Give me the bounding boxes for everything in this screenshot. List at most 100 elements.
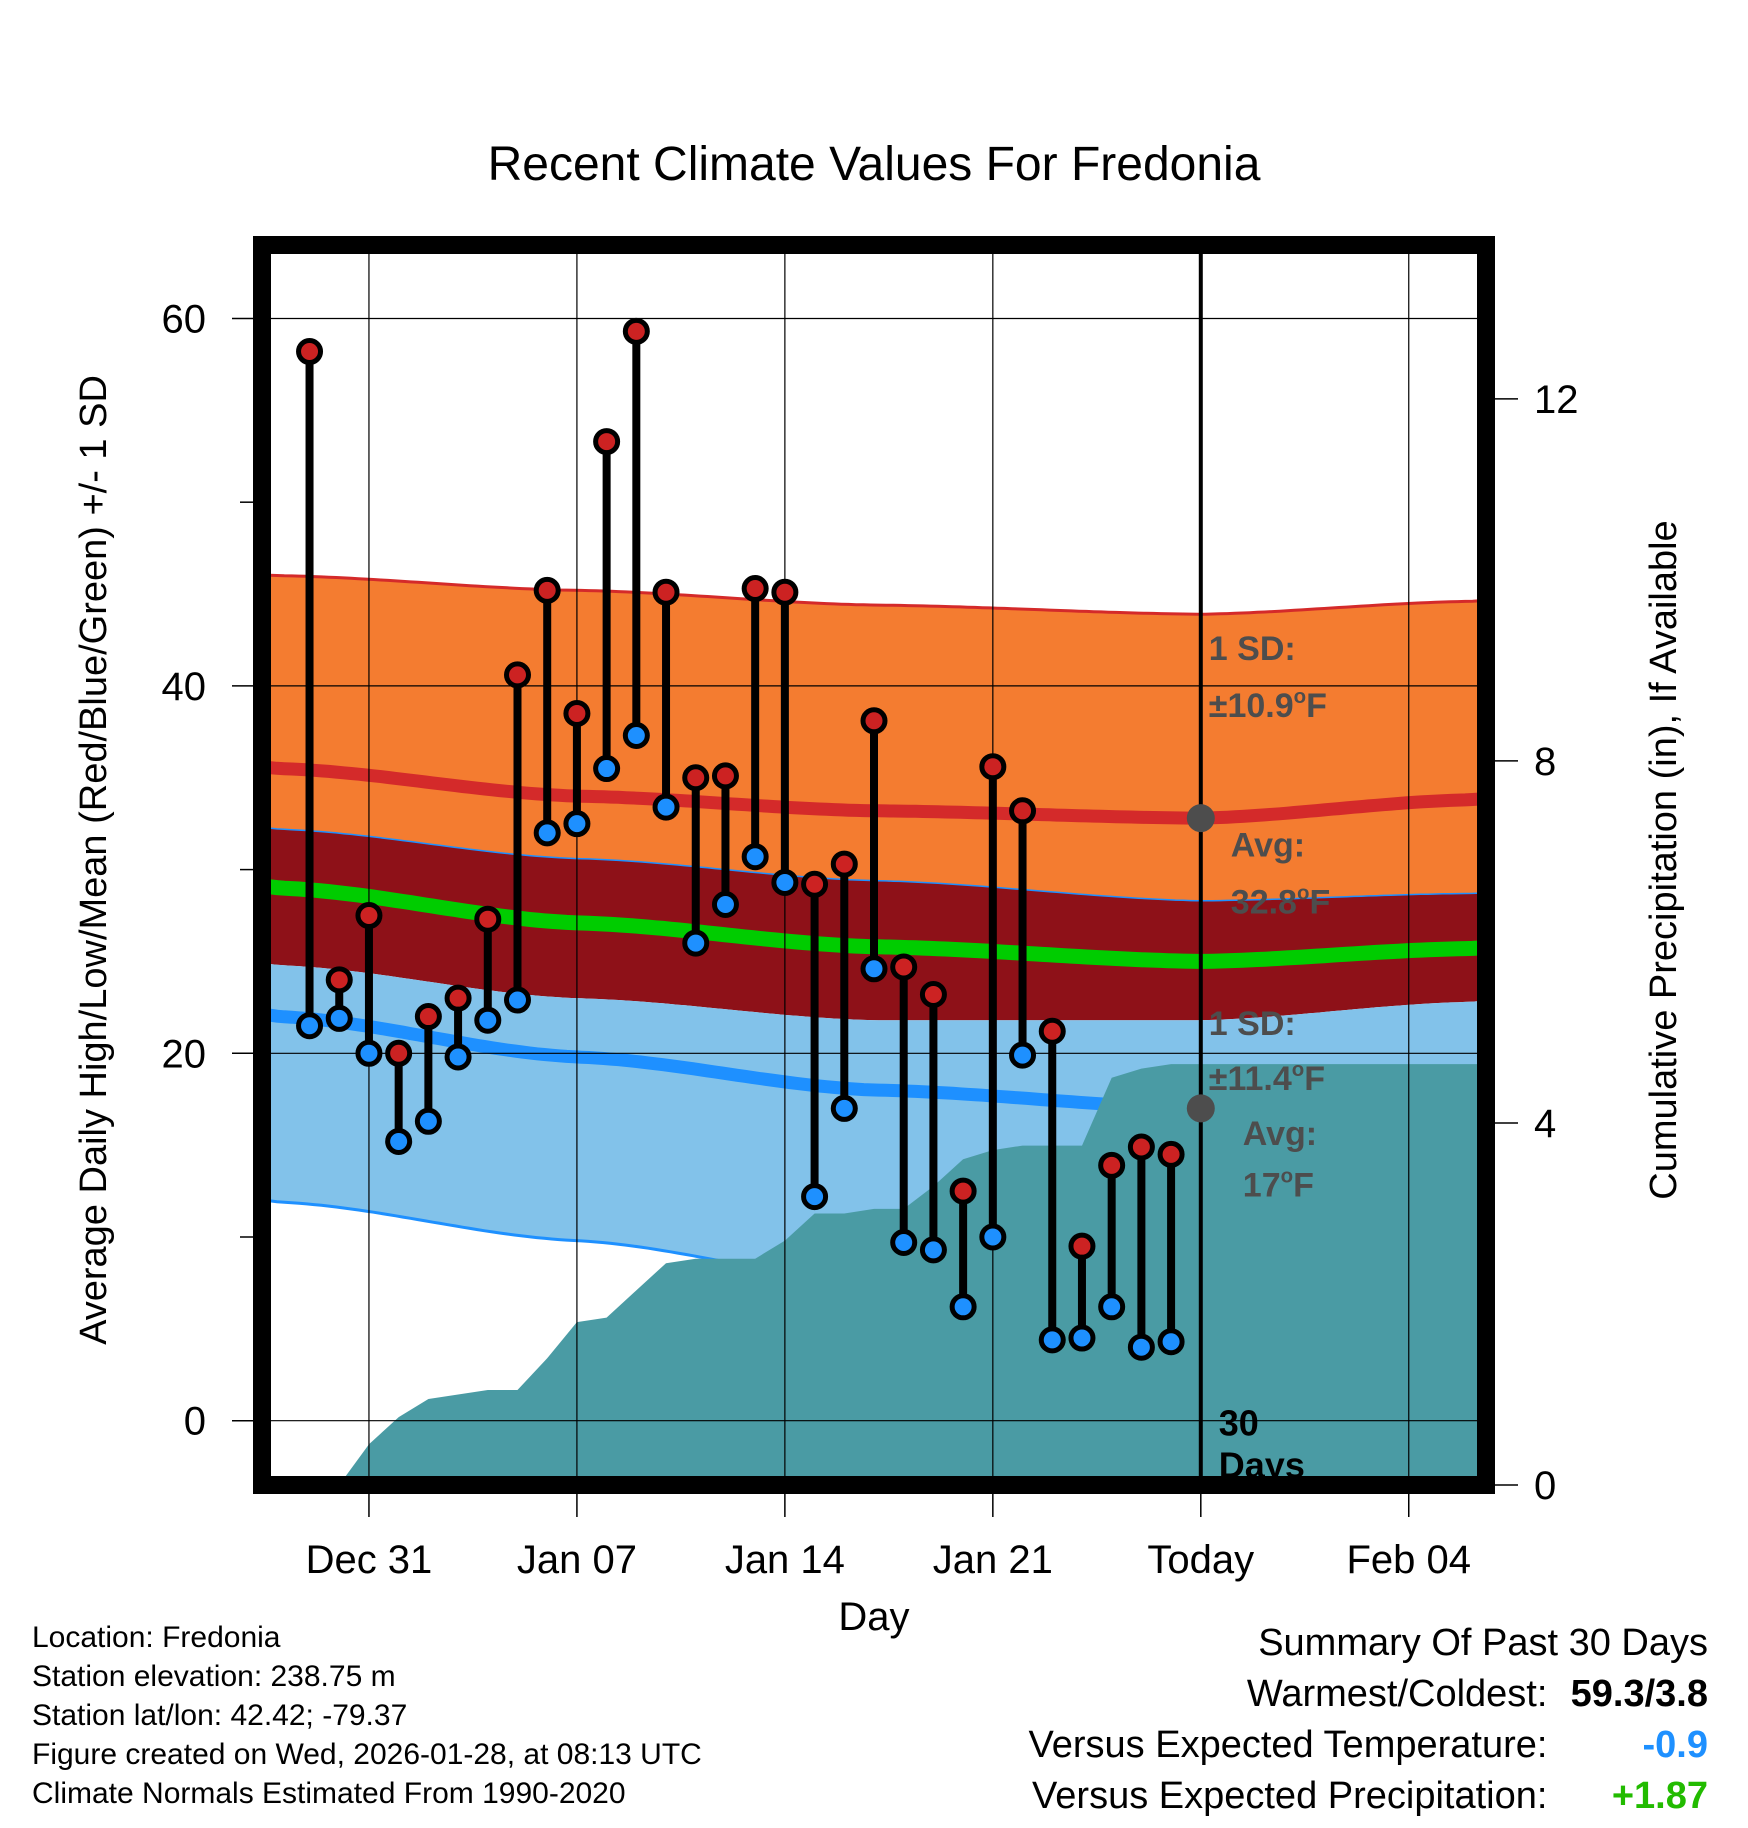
low-point: [711, 890, 739, 918]
x-tick-label: Jan 14: [725, 1538, 845, 1582]
low-point: [1127, 1333, 1155, 1361]
left-tick-label: 60: [162, 297, 207, 341]
low-sd-label: 1 SD:: [1209, 1005, 1296, 1043]
high-avg-marker: [1186, 804, 1215, 833]
low-point: [414, 1107, 442, 1135]
x-tick-label: Feb 04: [1346, 1538, 1471, 1582]
high-point: [296, 338, 324, 366]
high-point: [1009, 797, 1037, 825]
high-point: [771, 578, 799, 606]
high-avg-value: 32.8oF: [1231, 883, 1330, 922]
normals-text: Climate Normals Estimated From 1990-2020: [32, 1777, 626, 1810]
right-tick-label: 12: [1534, 378, 1579, 422]
low-point: [741, 843, 769, 871]
high-point: [1068, 1232, 1096, 1260]
summary-precip-row: Versus Expected Precipitation: +1.87: [1029, 1771, 1708, 1822]
high-avg-label: Avg:: [1231, 827, 1305, 865]
high-point: [919, 981, 947, 1009]
high-point: [533, 576, 561, 604]
low-point: [1098, 1293, 1126, 1321]
low-point: [296, 1012, 324, 1040]
low-point: [444, 1043, 472, 1071]
summary-temp-row: Versus Expected Temperature: -0.9: [1029, 1720, 1708, 1771]
low-avg-label: Avg:: [1243, 1115, 1317, 1153]
temp-value: -0.9: [1642, 1724, 1708, 1766]
low-point: [771, 868, 799, 896]
warmest-label: Warmest/Coldest:: [1246, 1673, 1548, 1715]
high-point: [949, 1177, 977, 1205]
high-point: [444, 984, 472, 1012]
high-sd-value: ±10.9oF: [1209, 686, 1327, 725]
low-point: [860, 955, 888, 983]
low-point: [563, 810, 591, 838]
location-text: Location: Fredonia: [32, 1621, 281, 1654]
left-axis-label: Average Daily High/Low/Mean (Red/Blue/Gr…: [73, 375, 115, 1345]
low-point: [622, 721, 650, 749]
left-tick-label: 0: [184, 1400, 206, 1444]
low-point: [385, 1127, 413, 1155]
low-point: [890, 1229, 918, 1257]
high-point: [503, 661, 531, 689]
low-point: [533, 819, 561, 847]
high-point: [652, 578, 680, 606]
created-text: Figure created on Wed, 2026-01-28, at 08…: [32, 1738, 702, 1771]
right-tick-label: 4: [1534, 1102, 1556, 1146]
high-sd-label: 1 SD:: [1209, 630, 1296, 668]
summary-warmest-row: Warmest/Coldest: 59.3/3.8: [1029, 1669, 1708, 1720]
high-point: [711, 762, 739, 790]
low-point: [979, 1223, 1007, 1251]
x-tick-label: Jan 07: [517, 1538, 637, 1582]
high-point: [890, 953, 918, 981]
high-upper-line: [262, 573, 1481, 616]
high-point: [385, 1039, 413, 1067]
summary-title: Summary Of Past 30 Days: [1258, 1622, 1708, 1664]
high-point: [1127, 1133, 1155, 1161]
low-point: [1009, 1041, 1037, 1069]
low-point: [652, 793, 680, 821]
high-point: [1157, 1140, 1185, 1168]
summary-panel: Summary Of Past 30 Days Warmest/Coldest:…: [1029, 1618, 1708, 1822]
low-point: [949, 1293, 977, 1321]
precip-value: +1.87: [1611, 1775, 1708, 1817]
low-point: [355, 1039, 383, 1067]
x-axis-label: Day: [838, 1595, 909, 1639]
low-point: [593, 755, 621, 783]
low-sd-value: ±11.4oF: [1209, 1059, 1325, 1098]
low-point: [503, 986, 531, 1014]
high-point: [682, 764, 710, 792]
precip-area: [309, 1064, 1486, 1485]
low-point: [325, 1004, 353, 1032]
high-point: [325, 966, 353, 994]
low-point: [919, 1236, 947, 1264]
chart-title: Recent Climate Values For Fredonia: [488, 138, 1261, 191]
low-avg-marker: [1186, 1094, 1215, 1123]
high-point: [355, 902, 383, 930]
right-tick-label: 0: [1534, 1464, 1556, 1508]
high-point: [414, 1003, 442, 1031]
precip-label: Versus Expected Precipitation:: [1032, 1775, 1548, 1817]
high-point: [563, 699, 591, 727]
plot-area: 1 SD: ±10.9oF Avg: 32.8oF 1 SD: ±11.4oF Avg: 17…: [162, 236, 1579, 1582]
high-point: [593, 428, 621, 456]
high-point: [860, 707, 888, 735]
temp-label: Versus Expected Temperature:: [1028, 1724, 1548, 1766]
high-point: [830, 850, 858, 878]
high-point: [1038, 1017, 1066, 1045]
x-tick-label: Dec 31: [306, 1538, 433, 1582]
x-tick-label: Today: [1147, 1538, 1254, 1582]
left-tick-label: 40: [162, 665, 207, 709]
low-point: [1068, 1324, 1096, 1352]
plot-frame: [253, 236, 1495, 1494]
left-tick-label: 20: [162, 1032, 207, 1076]
low-avg-value: 17oF: [1243, 1166, 1314, 1205]
low-point: [682, 929, 710, 957]
plot-clipped-layer: 1 SD: ±10.9oF Avg: 32.8oF 1 SD: ±11.4oF Avg: 17…: [262, 245, 1486, 1485]
days-number: 30: [1219, 1402, 1259, 1443]
high-point: [741, 575, 769, 603]
latlon-text: Station lat/lon: 42.42; -79.37: [32, 1699, 408, 1732]
warmest-value: 59.3/3.8: [1570, 1673, 1708, 1715]
low-point: [830, 1094, 858, 1122]
low-point: [801, 1183, 829, 1211]
high-point: [622, 317, 650, 345]
